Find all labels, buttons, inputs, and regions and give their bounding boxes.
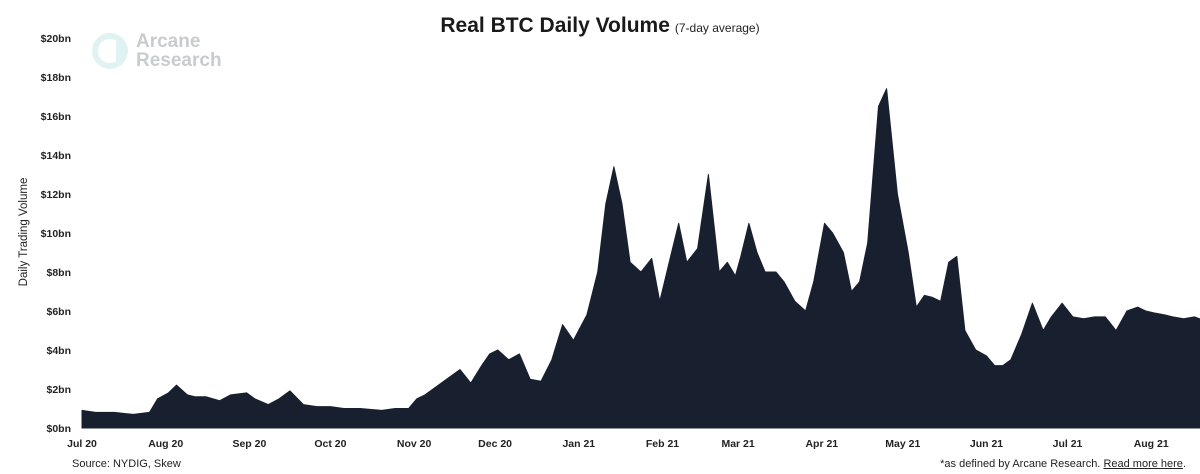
x-tick-label: Jun 21	[970, 438, 1003, 450]
chart-title: Real BTC Daily Volume	[440, 14, 670, 37]
link-suffix: .	[1182, 458, 1186, 470]
y-tick-label: $10bn	[41, 228, 71, 240]
chart-subtitle: (7-day average)	[674, 21, 760, 35]
arcane-logo-icon	[92, 33, 128, 69]
volume-area	[81, 88, 1200, 429]
x-axis: Jul 20 Aug 20 Sep 20 Oct 20 Nov 20 Dec 20 Jan …	[67, 438, 1169, 450]
y-tick-label: $4bn	[46, 345, 71, 357]
chart-title-block: Real BTC Daily Volume (7-day average)	[0, 14, 1200, 38]
x-tick-label: Oct 20	[314, 438, 346, 450]
x-tick-label: Apr 21	[805, 438, 838, 450]
x-tick-label: Aug 20	[148, 438, 183, 450]
y-tick-label: $16bn	[41, 111, 71, 123]
y-tick-label: $8bn	[46, 267, 71, 279]
y-axis-label: Daily Trading Volume	[18, 178, 30, 287]
source-note: Source: NYDIG, Skew	[72, 458, 181, 470]
x-tick-label: Jan 21	[562, 438, 595, 450]
logo-text: Arcane Research	[136, 32, 222, 70]
y-tick-label: $6bn	[46, 306, 71, 318]
x-tick-label: Aug 21	[1134, 438, 1169, 450]
definition-text: *as defined by Arcane Research.	[940, 458, 1101, 470]
x-tick-label: Feb 21	[646, 438, 679, 450]
plot-area	[81, 88, 1200, 429]
x-tick-label: Nov 20	[397, 438, 432, 450]
definition-note: *as defined by Arcane Research. Read mor…	[940, 458, 1186, 470]
y-tick-label: $14bn	[41, 150, 71, 162]
x-tick-label: May 21	[885, 438, 920, 450]
y-axis: $0bn $2bn $4bn $6bn $8bn $10bn $12bn $14bn $16bn…	[41, 33, 71, 435]
x-tick-label: Jul 21	[1053, 438, 1083, 450]
arcane-research-logo: Arcane Research	[92, 32, 222, 70]
y-tick-label: $0bn	[46, 423, 71, 435]
logo-text-line1: Arcane	[136, 31, 201, 52]
y-tick-label: $18bn	[41, 72, 71, 84]
logo-text-line2: Research	[136, 50, 222, 71]
x-tick-label: Mar 21	[721, 438, 754, 450]
y-tick-label: $20bn	[41, 33, 71, 45]
x-tick-label: Dec 20	[478, 438, 512, 450]
read-more-link[interactable]: Read more here	[1103, 458, 1183, 470]
y-tick-label: $12bn	[41, 189, 71, 201]
x-tick-label: Jul 20	[67, 438, 97, 450]
x-tick-label: Sep 20	[232, 438, 266, 450]
y-tick-label: $2bn	[46, 384, 71, 396]
